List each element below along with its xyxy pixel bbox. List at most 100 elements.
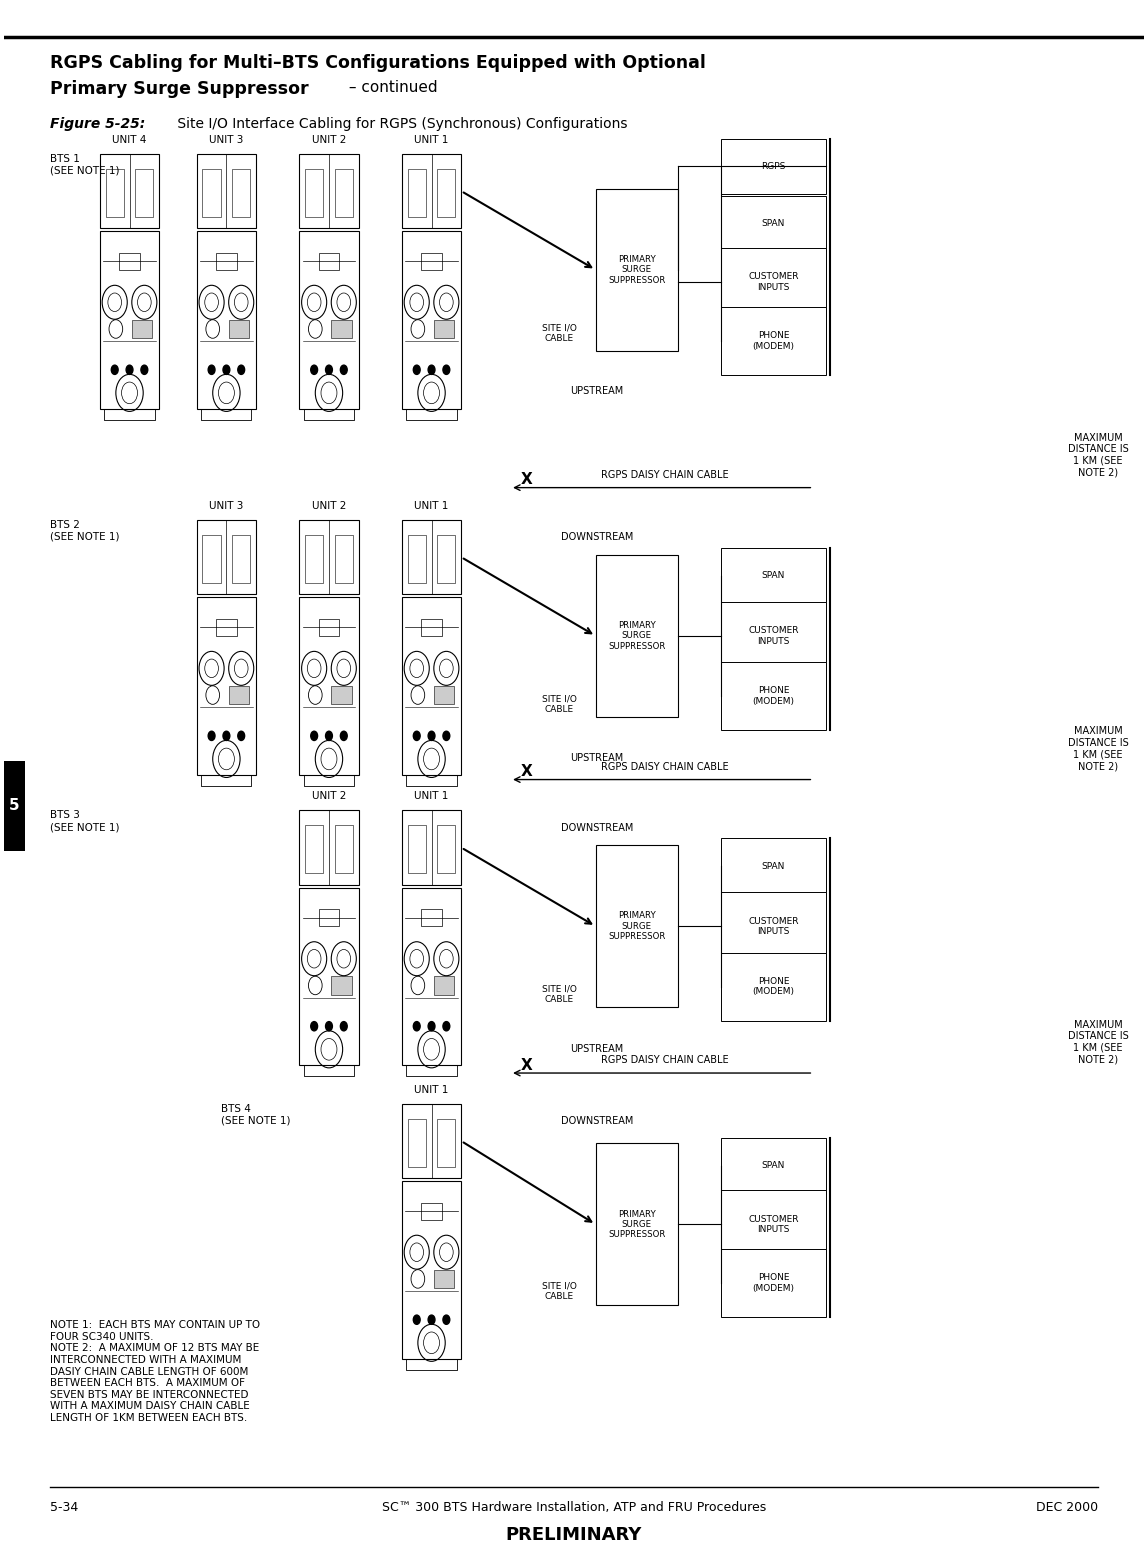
Bar [216, 253, 236, 270]
Circle shape [311, 731, 318, 741]
Text: Primary Surge Suppressor: Primary Surge Suppressor [49, 79, 309, 98]
Circle shape [340, 731, 347, 741]
Bar [196, 598, 256, 775]
Bar [216, 620, 236, 637]
Text: SITE I/O
CABLE: SITE I/O CABLE [542, 1281, 576, 1301]
Circle shape [428, 731, 435, 741]
Text: UNIT 2: UNIT 2 [312, 135, 347, 144]
Bar [332, 686, 351, 705]
Bar [100, 154, 160, 228]
Bar [721, 893, 825, 960]
Bar [232, 534, 250, 582]
Bar [332, 977, 351, 995]
Text: RGPS: RGPS [761, 162, 785, 171]
Circle shape [443, 1022, 450, 1031]
Bar [421, 620, 442, 637]
Text: PRIMARY
SURGE
SUPPRESSOR: PRIMARY SURGE SUPPRESSOR [608, 621, 666, 651]
Circle shape [238, 731, 245, 741]
Bar [232, 169, 250, 217]
Text: RGPS DAISY CHAIN CABLE: RGPS DAISY CHAIN CABLE [602, 763, 729, 772]
Text: UNIT 2: UNIT 2 [312, 790, 347, 801]
Bar [721, 952, 825, 1020]
Bar [196, 520, 256, 595]
Bar [721, 307, 825, 374]
Bar [228, 686, 249, 705]
Circle shape [223, 731, 230, 741]
Text: PRIMARY
SURGE
SUPPRESSOR: PRIMARY SURGE SUPPRESSOR [608, 1210, 666, 1239]
Bar [408, 534, 426, 582]
Bar [402, 1104, 461, 1179]
Bar [437, 534, 456, 582]
Circle shape [413, 731, 420, 741]
Text: PRELIMINARY: PRELIMINARY [506, 1525, 642, 1544]
Bar [106, 169, 124, 217]
Text: Site I/O Interface Cabling for RGPS (Synchronous) Configurations: Site I/O Interface Cabling for RGPS (Syn… [173, 116, 627, 130]
Bar [434, 1270, 455, 1287]
Bar [437, 825, 456, 873]
Text: X: X [520, 764, 532, 780]
Text: PHONE
(MODEM): PHONE (MODEM) [752, 977, 794, 995]
Bar [402, 888, 461, 1065]
Text: SPAN: SPAN [762, 572, 785, 581]
Circle shape [208, 731, 215, 741]
Circle shape [326, 731, 333, 741]
Bar [305, 534, 324, 582]
Bar [721, 1249, 825, 1317]
Circle shape [443, 365, 450, 374]
Bar [319, 253, 339, 270]
Text: UNIT 3: UNIT 3 [209, 500, 243, 511]
Bar [335, 534, 352, 582]
Text: PRIMARY
SURGE
SUPPRESSOR: PRIMARY SURGE SUPPRESSOR [608, 255, 666, 284]
Text: RGPS DAISY CHAIN CABLE: RGPS DAISY CHAIN CABLE [602, 1056, 729, 1065]
Bar [421, 253, 442, 270]
Bar [132, 320, 153, 339]
Text: MAXIMUM
DISTANCE IS
1 KM (SEE
NOTE 2): MAXIMUM DISTANCE IS 1 KM (SEE NOTE 2) [1068, 433, 1128, 478]
Bar [596, 554, 677, 717]
Bar [596, 189, 677, 351]
Circle shape [428, 1022, 435, 1031]
Bar [596, 845, 677, 1008]
Bar [202, 169, 220, 217]
Bar [300, 598, 358, 775]
Text: 5-34: 5-34 [49, 1500, 78, 1514]
Bar [402, 598, 461, 775]
Bar [335, 169, 352, 217]
Text: UNIT 3: UNIT 3 [209, 135, 243, 144]
Circle shape [111, 365, 118, 374]
Text: NOTE 1:  EACH BTS MAY CONTAIN UP TO
FOUR SC340 UNITS.
NOTE 2:  A MAXIMUM OF 12 B: NOTE 1: EACH BTS MAY CONTAIN UP TO FOUR … [49, 1320, 259, 1423]
Bar [300, 154, 358, 228]
Bar [305, 825, 324, 873]
Circle shape [428, 1315, 435, 1325]
Bar [332, 320, 351, 339]
Text: UPSTREAM: UPSTREAM [571, 1044, 623, 1053]
Bar [402, 231, 461, 408]
Text: UNIT 1: UNIT 1 [414, 135, 449, 144]
Circle shape [326, 365, 333, 374]
Bar [721, 839, 825, 895]
Text: DOWNSTREAM: DOWNSTREAM [560, 823, 633, 832]
Text: UPSTREAM: UPSTREAM [571, 385, 623, 396]
Circle shape [413, 1022, 420, 1031]
Bar [402, 520, 461, 595]
Bar [721, 248, 825, 317]
Bar [319, 910, 339, 927]
Circle shape [238, 365, 245, 374]
Bar [335, 825, 352, 873]
Bar [408, 1118, 426, 1166]
Text: CUSTOMER
INPUTS: CUSTOMER INPUTS [748, 626, 799, 646]
Text: BTS 2
(SEE NOTE 1): BTS 2 (SEE NOTE 1) [49, 520, 119, 542]
Text: DOWNSTREAM: DOWNSTREAM [560, 1117, 633, 1126]
Circle shape [340, 1022, 347, 1031]
Bar [196, 154, 256, 228]
Circle shape [340, 365, 347, 374]
Bar [721, 196, 825, 252]
Bar [402, 811, 461, 885]
Circle shape [413, 365, 420, 374]
Bar [721, 662, 825, 730]
Text: – continued: – continued [343, 79, 437, 95]
Text: CUSTOMER
INPUTS: CUSTOMER INPUTS [748, 916, 799, 936]
Text: CUSTOMER
INPUTS: CUSTOMER INPUTS [748, 272, 799, 292]
Bar [100, 231, 160, 408]
Text: PRIMARY
SURGE
SUPPRESSOR: PRIMARY SURGE SUPPRESSOR [608, 912, 666, 941]
Text: UNIT 2: UNIT 2 [312, 500, 347, 511]
